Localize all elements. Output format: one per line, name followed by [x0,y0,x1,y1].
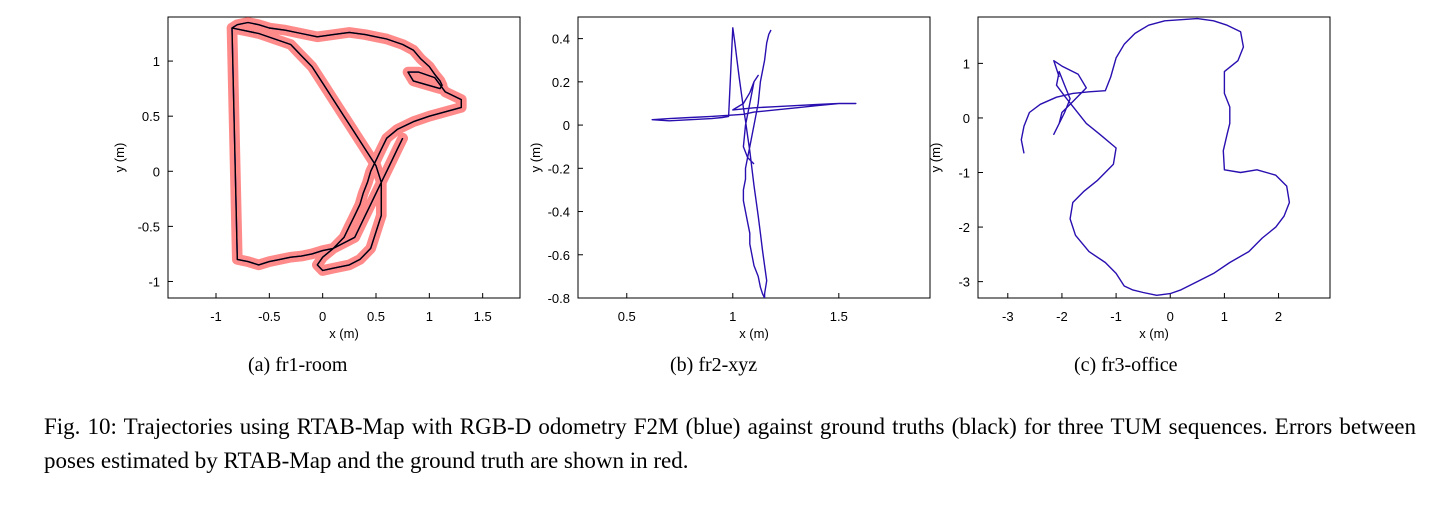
x-axis-label: x (m) [739,326,769,341]
subcaption-c: (c) fr3-office [1074,354,1178,376]
y-tick-label: 0.5 [142,109,160,124]
y-axis-label: y (m) [112,143,127,173]
y-tick-label: 1 [963,56,970,71]
subcaption-a: (a) fr1-room [248,354,348,376]
x-tick-label: 1 [729,309,736,324]
x-tick-label: 1 [1221,309,1228,324]
plot-frame [977,16,1331,299]
y-tick-label: -0.8 [548,291,570,306]
subcaption-b: (b) fr2-xyz [670,354,758,376]
x-tick-label: 1 [426,309,433,324]
y-axis-label: y (m) [528,143,543,173]
plot-frame [167,16,521,299]
y-tick-label: 0 [963,111,970,126]
chart-panel-0: -1 -0.5 0 0.5 1 1.5 -1 -0.5 0 0.5 1 x (m) y (m) [112,16,521,341]
trajectory-line-0 [1020,17,1291,296]
x-tick-label: 1.5 [830,309,848,324]
x-tick-label: -3 [1002,309,1014,324]
y-tick-label: -0.5 [138,219,160,234]
x-tick-label: 0 [319,309,326,324]
x-tick-label: 0.5 [618,309,636,324]
y-tick-label: -0.2 [548,161,570,176]
figure-caption: Fig. 10: Trajectories using RTAB-Map wit… [44,414,1416,473]
trajectory-line-1 [231,21,462,272]
plot-area [226,17,467,276]
chart-panel-2: -3 -2 -1 0 1 2 -3 -2 -1 0 1 x (m) y (m) [928,16,1331,341]
trajectory-line-0 [651,27,857,298]
y-tick-label: -0.4 [548,205,570,220]
x-tick-label: 1.5 [474,309,492,324]
plot-area [651,27,857,298]
x-axis-label: x (m) [1139,326,1169,341]
y-axis-label: y (m) [928,143,943,173]
x-tick-label: 0 [1167,309,1174,324]
x-tick-label: -1 [1110,309,1122,324]
x-axis-label: x (m) [329,326,359,341]
x-tick-label: 0.5 [367,309,385,324]
y-tick-label: 0 [563,118,570,133]
plot-area [1020,17,1291,296]
figure-svg: -1 -0.5 0 0.5 1 1.5-1-0.500.51x (m)y (m)0.5 1 1… [112,16,1331,341]
x-tick-label: 2 [1275,309,1282,324]
y-tick-label: 0.2 [552,75,570,90]
y-tick-label: 0.4 [552,32,570,47]
y-tick-label: -1 [148,274,160,289]
y-tick-label: -3 [958,275,970,290]
y-tick-label: 1 [153,54,160,69]
x-tick-label: -1 [210,309,222,324]
y-tick-label: -2 [958,220,970,235]
x-tick-label: -0.5 [258,309,280,324]
x-tick-label: -2 [1056,309,1068,324]
y-tick-label: -1 [958,166,970,181]
y-tick-label: -0.6 [548,248,570,263]
y-tick-label: 0 [153,164,160,179]
chart-panel-1: 0.5 1 1.5 -0.8 -0.6 -0.4 -0.2 0 0.2 0.4 x (m) y (m) [528,16,931,341]
plot-frame [577,16,931,299]
